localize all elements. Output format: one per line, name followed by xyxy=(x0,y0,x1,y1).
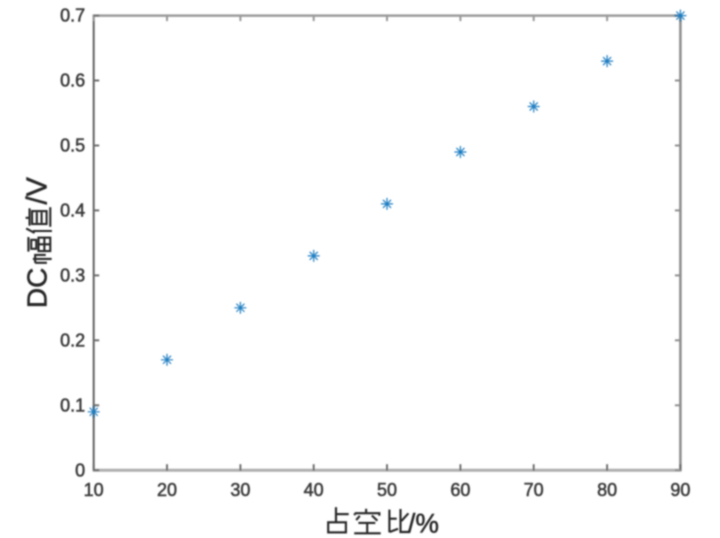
svg-text:/V: /V xyxy=(22,176,54,204)
svg-text:0.3: 0.3 xyxy=(60,266,85,286)
svg-text:DC: DC xyxy=(22,268,53,308)
svg-text:0.1: 0.1 xyxy=(60,395,85,415)
svg-text:0.6: 0.6 xyxy=(60,71,85,91)
svg-text:0.4: 0.4 xyxy=(60,201,85,221)
svg-text:40: 40 xyxy=(304,480,324,500)
svg-text:80: 80 xyxy=(597,480,617,500)
svg-text:0.7: 0.7 xyxy=(60,6,85,26)
svg-text:70: 70 xyxy=(524,480,544,500)
svg-text:90: 90 xyxy=(670,480,690,500)
svg-text:10: 10 xyxy=(84,480,104,500)
svg-text:0.5: 0.5 xyxy=(60,136,85,156)
svg-text:30: 30 xyxy=(230,480,250,500)
svg-text:50: 50 xyxy=(377,480,397,500)
svg-text:0.2: 0.2 xyxy=(60,330,85,350)
svg-text:20: 20 xyxy=(157,480,177,500)
svg-text:0: 0 xyxy=(75,460,85,480)
svg-text:/%: /% xyxy=(408,509,439,538)
svg-text:60: 60 xyxy=(450,480,470,500)
